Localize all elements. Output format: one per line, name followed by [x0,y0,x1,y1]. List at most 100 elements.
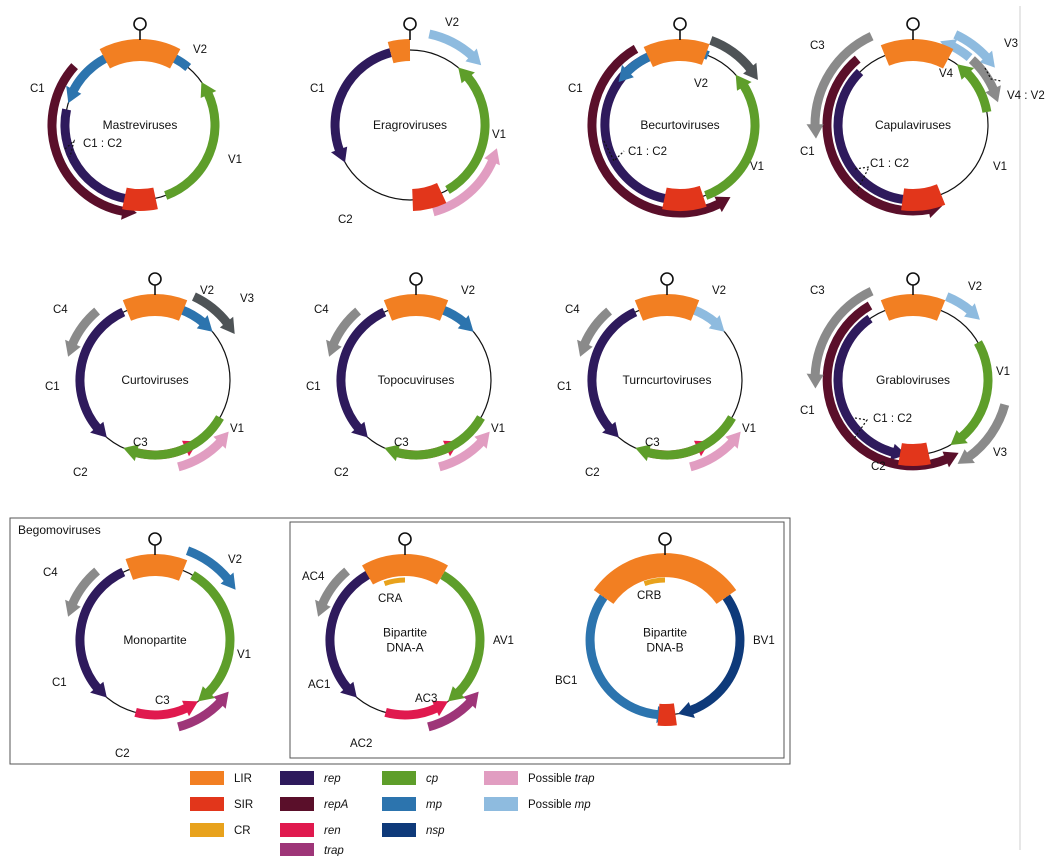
trap-arrowhead [213,691,229,709]
possible-trap-arrowhead [484,148,500,166]
cp-arrowhead [950,430,968,445]
legend-label: nsp [426,825,445,837]
LIR-block [880,39,954,69]
gene-label-v1: V1 [742,423,756,435]
stem-loop-icon [133,17,147,31]
gene-label-c1: C1 [557,381,572,393]
c4-arrow [329,307,362,347]
gene-label-v1: V1 [228,154,242,166]
legend: LIR SIR CR rep repA ren trap cp mp nsp Possible tr… [190,771,595,856]
gene-label-v2: V2 [461,285,475,297]
LIR-block [387,39,411,64]
LIR-block [362,554,448,585]
SIR-block [898,442,931,467]
c4-arrowhead [577,339,593,357]
gene-label-v1: V1 [993,161,1007,173]
splice-junction [854,166,871,192]
legend-swatch [280,843,314,856]
rep-arrowhead [890,443,907,461]
gene-label-c2: C2 [871,461,886,473]
rep-arrow [75,567,126,692]
legend-label: ren [324,825,341,837]
LIR-block [125,554,188,581]
gene-label-av1: AV1 [493,635,514,647]
SIR-block [657,703,677,726]
cp-arrow [395,415,485,460]
legend-swatch [190,823,224,837]
gene-label-c2: C2 [73,467,88,479]
stem-loop-icon [409,272,423,286]
rep-arrow [75,307,126,432]
gene-label-c1: C1 [310,83,325,95]
gene-label-ac4: AC4 [302,571,325,583]
v3-arrow [191,292,231,327]
cp-arrow [164,91,220,200]
cp-arrowhead [123,444,139,462]
genome-topocu: C4 C1 V2 V1 C3 C2 Topocuviruses [306,272,505,479]
gene-label-c2: C2 [338,214,353,226]
repA-arrow [587,44,722,218]
legend-item-LIR: LIR [190,771,252,785]
genome-capula: C3 C1 V3 V4 V4 : V2 V1 C1 : C2 Capulaviruses [800,17,1045,218]
genome-grablo: C3 C1 V2 V1 C1 : C2 C2 V3 Grabloviruses [800,272,1010,473]
legend-swatch [382,797,416,811]
v3-arrowhead [979,50,995,68]
gene-label-c2: C2 [585,467,600,479]
gene-label-c1c2: C1 : C2 [870,158,909,170]
genome-curto: C4 C1 V2 V3 V1 C3 C2 Curtoviruses [45,272,254,479]
splice-junction [64,139,76,158]
gene-label-c3: C3 [155,695,170,707]
legend-label: Possible trap [528,773,595,785]
genome-becurto: C1 V2 V1 C1 : C2 Becurtoviruses [568,17,764,218]
possible-mp-arrowhead [708,315,725,332]
possible-mp-arrowhead [964,303,980,320]
gene-label-ac3: AC3 [415,693,437,705]
rep-arrowhead [90,681,107,698]
cp-arrow [445,73,490,194]
bc1-arrow [585,594,660,720]
rep-arrowhead [340,681,357,698]
stem-loop-icon [660,272,674,286]
gene-label-v1: V1 [996,366,1010,378]
c3-arrowhead [806,124,824,139]
repA-arrowhead [714,196,731,213]
cp-arrowhead [200,82,217,98]
c4-arrow [68,567,101,607]
genome-name: Eragroviruses [373,118,447,132]
cp-arrow [958,340,993,441]
genome-name: DNA-B [646,641,683,655]
genome-name: Turncurtoviruses [623,373,712,387]
genome-mono: C4 C1 V2 V1 C3 C2 Monopartite [43,532,251,760]
cp-arrowhead [458,67,475,84]
rep-arrow [330,48,392,153]
genome-name: Monopartite [123,633,187,647]
legend-item-trap: trap [280,843,344,856]
rep-arrow [60,108,128,204]
stem-loop-icon [673,17,687,31]
legend-item-possible_trap: Possible trap [484,771,595,785]
legend-item-SIR: SIR [190,797,253,811]
legend-label: rep [324,773,341,785]
gene-label-c1c2: C1 : C2 [628,146,667,158]
gene-label-c3: C3 [133,437,148,449]
SIR-block [662,185,707,211]
legend-item-possible_mp: Possible mp [484,797,591,811]
gene-label-c1: C1 [800,405,815,417]
LIR-block [593,553,737,605]
legend-swatch [280,797,314,811]
c3-arrowhead [806,373,824,389]
legend-swatch [190,771,224,785]
possible-mp-arrow [944,292,974,315]
rep-arrowhead [351,421,368,438]
unknown-arrow [709,36,755,73]
genome-name: Grabloviruses [876,373,950,387]
c4-arrow [68,307,101,347]
legend-item-nsp: nsp [382,823,445,837]
SIR-block [901,184,946,211]
gene-label-c2: C2 [334,467,349,479]
gene-label-v3: V3 [993,447,1007,459]
gene-label-ac2: AC2 [350,738,372,750]
ren-arrowhead [432,700,448,717]
possible-trap-arrowhead [474,431,490,449]
